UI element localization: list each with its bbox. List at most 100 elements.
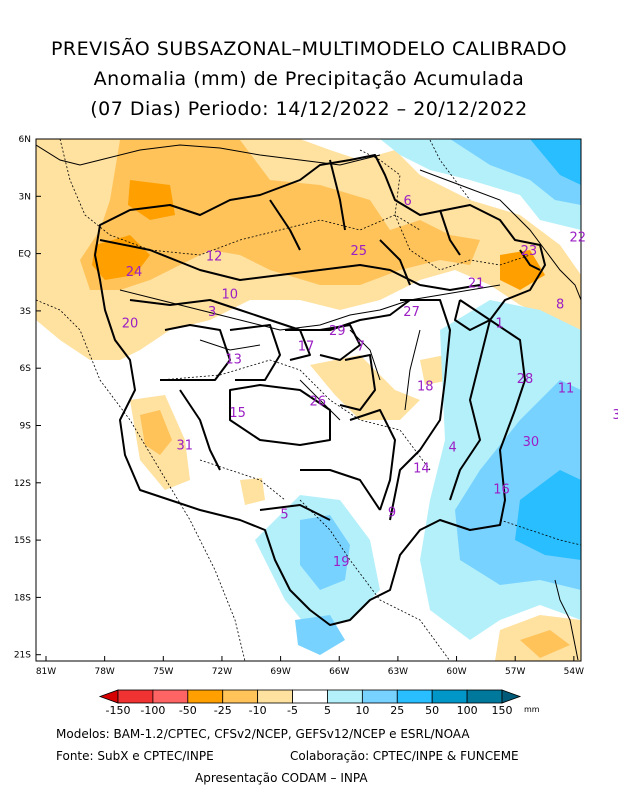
colorbar-label: -150	[106, 704, 131, 717]
basin-number-16: 16	[493, 483, 510, 498]
basin-number-1: 1	[495, 316, 503, 331]
basin-number-5: 5	[280, 507, 288, 522]
colorbar-label: 25	[390, 704, 404, 717]
country-borders	[36, 139, 581, 661]
credit-source: Fonte: SubX e CPTEC/INPE	[56, 749, 214, 763]
colorbar-label: -5	[287, 704, 298, 717]
colorbar-box	[117, 689, 154, 704]
lon-label: 60W	[446, 667, 466, 677]
colorbar-unit: mm	[524, 705, 540, 714]
coastline	[36, 144, 581, 661]
basin-number-11: 11	[558, 381, 575, 396]
lon-label: 72W	[212, 667, 232, 677]
basin-number-28: 28	[517, 372, 534, 387]
colorbar-end-low	[98, 689, 119, 704]
lat-label: 12S	[14, 479, 31, 489]
colorbar-box	[257, 689, 293, 704]
colorbar-box	[187, 689, 224, 704]
lon-label: 81W	[36, 667, 56, 677]
basin-number-24: 24	[126, 265, 143, 280]
colorbar-label: 100	[457, 704, 478, 717]
lat-label: 6N	[19, 135, 31, 145]
basin-number-15: 15	[229, 406, 246, 421]
map-title-line3: (07 Dias) Periodo: 14/12/2022 – 20/12/20…	[90, 98, 528, 120]
colorbar-box	[466, 689, 503, 704]
basin-number-19: 19	[333, 555, 350, 570]
map-frame	[35, 138, 582, 662]
basin-number-21: 21	[468, 276, 485, 291]
colorbar-label: 150	[492, 704, 513, 717]
credit-models: Modelos: BAM-1.2/CPTEC, CFSv2/NCEP, GEFS…	[56, 727, 470, 741]
colorbar-box	[292, 689, 328, 704]
basin-number-13: 13	[225, 353, 242, 368]
shade-southwest-mid	[140, 410, 172, 455]
shade-north-dark	[128, 180, 175, 220]
shade-south-wet-mid	[300, 515, 350, 590]
shade-southeast-wet-dark	[515, 470, 581, 560]
map-title-line2: Anomalia (mm) de Precipitação Acumulada	[93, 68, 525, 90]
basin-number-29: 29	[329, 324, 346, 339]
shade-east-dark	[500, 250, 545, 290]
shade-northeast-wet-dark	[530, 139, 581, 185]
basin-number-27: 27	[403, 305, 420, 320]
basin-number-3: 3	[208, 305, 216, 320]
colorbar-box	[327, 689, 363, 704]
lon-label: 66W	[329, 667, 349, 677]
lat-label: 18S	[14, 593, 31, 603]
basin-labels: 1234567891011121314151617181920212223242…	[122, 194, 618, 570]
colorbar-label: 10	[355, 704, 369, 717]
colorbar-box	[396, 689, 433, 704]
basin-number-22: 22	[569, 230, 586, 245]
lon-label: 54W	[564, 667, 584, 677]
basin-number-12: 12	[206, 250, 223, 265]
basin-number-10: 10	[221, 288, 238, 303]
basin-boundaries	[94, 154, 546, 626]
basin-number-4: 4	[448, 441, 456, 456]
lat-label: 3N	[19, 192, 31, 202]
rivers	[119, 284, 501, 421]
map-title-line1: PREVISÃO SUBSAZONAL–MULTIMODELO CALIBRAD…	[50, 38, 568, 60]
colorbar-label: -10	[249, 704, 267, 717]
colorbar-box	[361, 689, 398, 704]
basin-number-25: 25	[351, 244, 368, 259]
shade-small-south	[240, 478, 265, 505]
credit-presentation: Apresentação CODAM – INPA	[195, 771, 368, 785]
basin-number-6: 6	[404, 194, 412, 209]
basin-number-23: 23	[521, 244, 538, 259]
basin-number-18: 18	[417, 379, 434, 394]
basin-number-7: 7	[357, 339, 365, 354]
lat-label: 6S	[20, 364, 32, 374]
shade-southeast-bottom-mid	[520, 630, 570, 658]
colorbar-end-high	[501, 689, 522, 704]
basin-number-26: 26	[309, 395, 326, 410]
anomaly-shading	[36, 139, 581, 661]
basin-number-20: 20	[122, 316, 139, 331]
colorbar-label: 5	[324, 704, 331, 717]
lon-label: 63W	[388, 667, 408, 677]
credit-collaboration: Colaboração: CPTEC/INPE & FUNCEME	[290, 749, 519, 763]
basin-number-14: 14	[413, 462, 430, 477]
basin-number-17: 17	[298, 339, 315, 354]
lon-label: 78W	[94, 667, 114, 677]
colorbar-box	[152, 689, 189, 704]
lat-label: 15S	[14, 536, 31, 546]
lat-label: 3S	[20, 307, 32, 317]
colorbar-box	[222, 689, 259, 704]
latitude-axis: 6N 3N EQ 3S 6S 9S 12S 15S 18S 21S	[14, 135, 41, 661]
colorbar-label: -50	[179, 704, 197, 717]
lat-label: 21S	[14, 651, 31, 661]
basin-number-32: 32	[612, 408, 618, 423]
basin-number-31: 31	[177, 439, 194, 454]
colorbar-label: -25	[214, 704, 232, 717]
lat-label: EQ	[18, 250, 31, 260]
basin-number-30: 30	[523, 435, 540, 450]
colorbar-box	[431, 689, 468, 704]
lat-label: 9S	[20, 422, 32, 432]
colorbar-label: -100	[140, 704, 165, 717]
shade-center-light	[310, 355, 420, 420]
lon-label: 75W	[153, 667, 173, 677]
colorbar: -150 -100 -50 -25 -10 -5 5 10 25 50 100 150	[98, 689, 522, 717]
basin-number-9: 9	[388, 505, 396, 520]
colorbar-label: 50	[425, 704, 439, 717]
